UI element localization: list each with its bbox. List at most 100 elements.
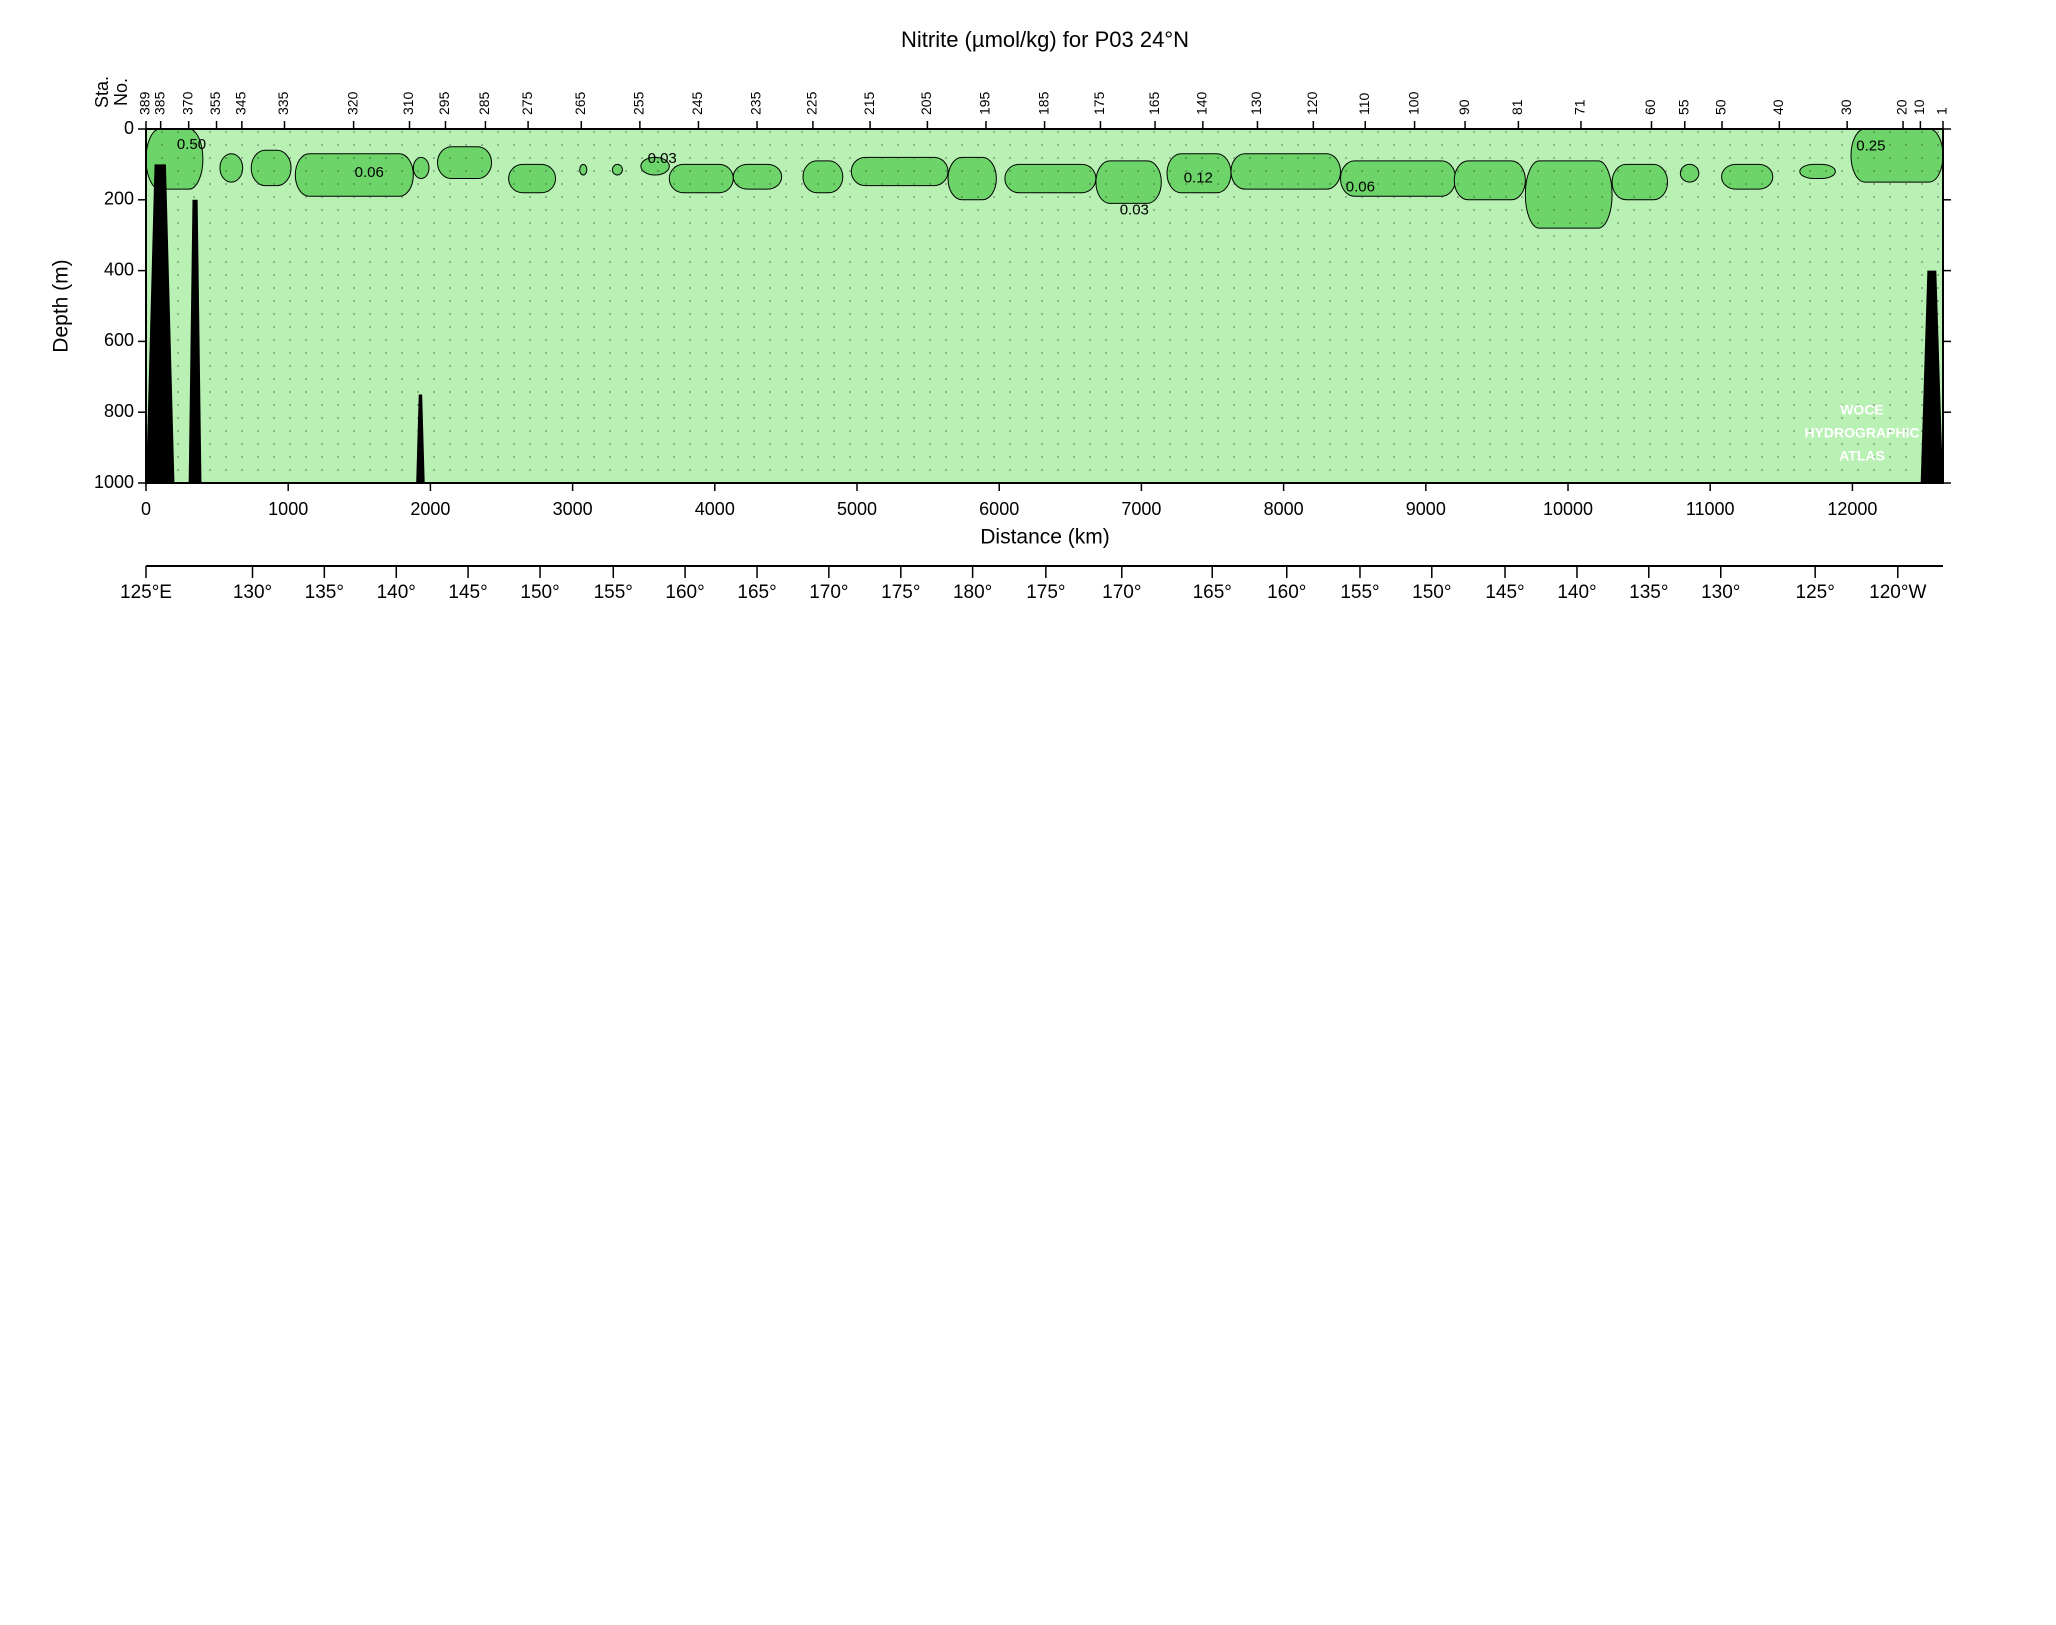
station-label: 295 xyxy=(436,91,452,115)
station-label: 185 xyxy=(1035,91,1051,115)
longitude-label: 170° xyxy=(1102,582,1141,603)
longitude-label: 145° xyxy=(448,582,487,603)
longitude-label: 140° xyxy=(1557,582,1596,603)
longitude-label: 160° xyxy=(665,582,704,603)
contour-label: 0.06 xyxy=(355,164,384,181)
watermark: WOCE xyxy=(1840,402,1884,418)
x-tick-label: 6000 xyxy=(979,499,1019,519)
station-label: 245 xyxy=(689,91,705,115)
station-label: 355 xyxy=(207,91,223,115)
x-axis-title: Distance (km) xyxy=(980,526,1110,549)
longitude-label: 130° xyxy=(1701,582,1740,603)
station-label: 370 xyxy=(179,91,195,115)
x-tick-label: 0 xyxy=(141,499,151,519)
contour-label: 0.03 xyxy=(1120,201,1149,218)
longitude-label: 175° xyxy=(1026,582,1065,603)
longitude-label: 175° xyxy=(881,582,920,603)
y-tick-label: 800 xyxy=(104,401,134,421)
longitude-label: 165° xyxy=(1193,582,1232,603)
longitude-label: 125° xyxy=(1796,582,1835,603)
y-tick-label: 400 xyxy=(104,259,134,279)
station-label: 195 xyxy=(977,91,993,115)
station-label: 389 xyxy=(137,91,153,115)
y-axis-title: Depth (m) xyxy=(50,259,73,352)
longitude-label: 150° xyxy=(520,582,559,603)
station-axis-label: Sta. xyxy=(92,76,112,108)
y-tick-label: 1000 xyxy=(94,472,134,492)
longitude-label: 130° xyxy=(233,582,272,603)
station-label: 255 xyxy=(631,91,647,115)
longitude-label: 150° xyxy=(1412,582,1451,603)
station-label: 320 xyxy=(344,91,360,115)
contour-label: 0.06 xyxy=(1346,178,1375,195)
station-label: 110 xyxy=(1356,92,1372,115)
station-label: 40 xyxy=(1770,99,1786,115)
station-label: 335 xyxy=(275,91,291,115)
longitude-label: 180° xyxy=(953,582,992,603)
station-axis-label: No. xyxy=(111,78,131,106)
station-label: 1 xyxy=(1934,107,1950,115)
x-tick-label: 5000 xyxy=(837,499,877,519)
chart-title: Nitrite (µmol/kg) for P03 24°N xyxy=(901,27,1189,52)
station-label: 60 xyxy=(1642,99,1658,115)
station-label: 10 xyxy=(1911,99,1927,115)
station-label: 175 xyxy=(1091,91,1107,115)
station-label: 165 xyxy=(1146,91,1162,115)
station-label: 81 xyxy=(1509,99,1525,115)
bathymetry xyxy=(1920,270,1943,483)
station-label: 285 xyxy=(476,91,492,115)
station-label: 55 xyxy=(1675,99,1691,115)
longitude-label: 145° xyxy=(1485,582,1524,603)
x-tick-label: 2000 xyxy=(410,499,450,519)
station-label: 235 xyxy=(748,91,764,115)
longitude-label: 160° xyxy=(1267,582,1306,603)
y-tick-label: 200 xyxy=(104,189,134,209)
bathymetry xyxy=(188,199,202,484)
longitude-label: 125°E xyxy=(120,582,172,603)
watermark: HYDROGRAPHIC xyxy=(1804,425,1919,441)
y-tick-label: 600 xyxy=(104,330,134,350)
x-tick-label: 12000 xyxy=(1827,499,1877,519)
longitude-label: 165° xyxy=(737,582,776,603)
x-tick-label: 10000 xyxy=(1543,499,1593,519)
longitude-label: 120°W xyxy=(1869,582,1926,603)
station-label: 205 xyxy=(918,91,934,115)
station-label: 140 xyxy=(1194,91,1210,115)
station-label: 20 xyxy=(1894,99,1910,115)
bathymetry xyxy=(146,164,175,483)
x-tick-label: 9000 xyxy=(1406,499,1446,519)
station-label: 265 xyxy=(572,91,588,115)
longitude-label: 135° xyxy=(305,582,344,603)
longitude-label: 155° xyxy=(594,582,633,603)
contour-label: 0.25 xyxy=(1856,138,1885,155)
station-label: 130 xyxy=(1248,91,1264,115)
station-label: 275 xyxy=(519,91,535,115)
station-label: 100 xyxy=(1405,91,1421,115)
x-tick-label: 3000 xyxy=(553,499,593,519)
y-tick-label: 0 xyxy=(124,118,134,138)
station-label: 50 xyxy=(1713,99,1729,115)
watermark: ATLAS xyxy=(1839,448,1885,464)
x-tick-label: 11000 xyxy=(1686,499,1735,519)
station-label: 71 xyxy=(1572,99,1588,115)
x-tick-label: 1000 xyxy=(268,499,308,519)
station-label: 30 xyxy=(1838,99,1854,115)
station-label: 310 xyxy=(400,91,416,115)
sample-dots xyxy=(146,129,1943,483)
station-label: 215 xyxy=(861,91,877,115)
longitude-label: 170° xyxy=(809,582,848,603)
x-tick-label: 7000 xyxy=(1121,499,1161,519)
station-label: 385 xyxy=(151,91,167,115)
contour-label: 0.03 xyxy=(648,150,677,167)
x-tick-label: 4000 xyxy=(695,499,735,519)
bathymetry xyxy=(416,394,425,483)
x-tick-label: 8000 xyxy=(1264,499,1304,519)
longitude-label: 155° xyxy=(1340,582,1379,603)
station-label: 225 xyxy=(804,91,820,115)
longitude-label: 140° xyxy=(377,582,416,603)
station-label: 345 xyxy=(233,91,249,115)
contour-label: 0.50 xyxy=(177,136,206,153)
longitude-label: 135° xyxy=(1629,582,1668,603)
station-label: 90 xyxy=(1456,99,1472,115)
